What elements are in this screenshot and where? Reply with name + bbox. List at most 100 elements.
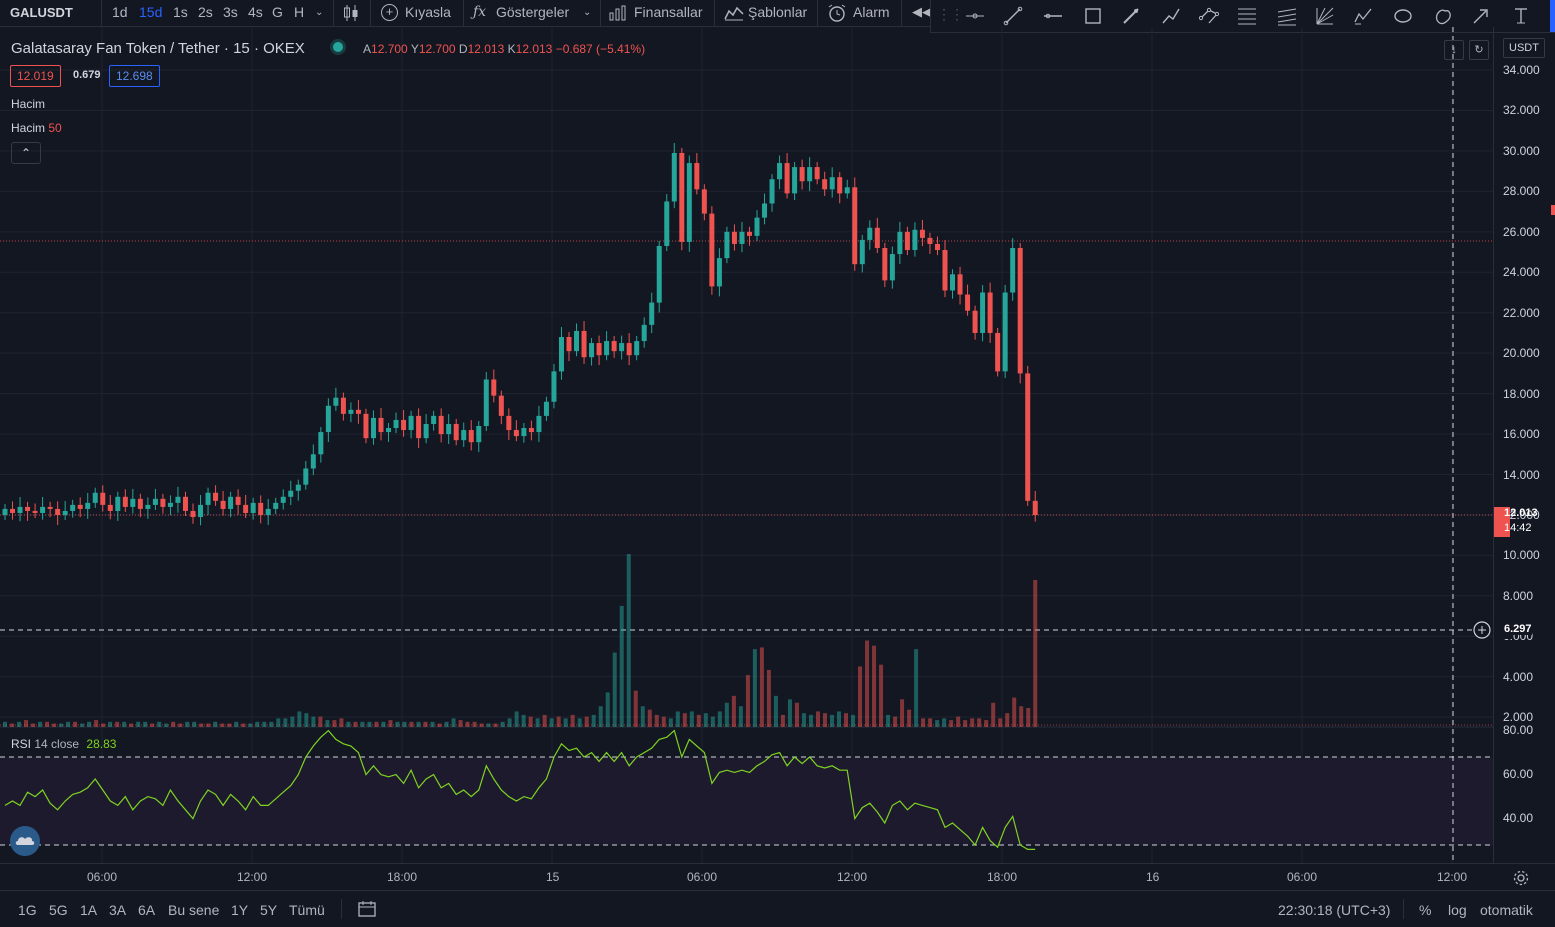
trend-line-icon[interactable] <box>1003 6 1023 26</box>
financials-button[interactable]: Finansallar <box>634 4 703 20</box>
volume-bar <box>500 721 505 727</box>
time-axis[interactable]: 06:00 12:00 18:00 15 06:00 12:00 18:00 16 06:00 1… <box>0 863 1555 890</box>
candle-body <box>543 401 549 416</box>
volume-bar <box>808 714 813 727</box>
volume-bar <box>143 721 148 727</box>
calendar-icon[interactable] <box>358 901 376 917</box>
close-label: K <box>507 42 516 56</box>
candle-body <box>701 189 707 214</box>
interval-2s[interactable]: 2s <box>198 4 213 20</box>
volume-bar <box>535 718 540 727</box>
rsi-legend[interactable]: RSI 14 close 28.83 <box>11 737 116 751</box>
candle-body <box>724 231 730 259</box>
symbol-search[interactable]: GALUSDT <box>10 5 73 20</box>
volume-bar <box>556 716 561 727</box>
interval-15d[interactable]: 15d <box>139 4 163 20</box>
price-axis-label: 2.000 <box>1503 710 1534 724</box>
volume-bar <box>815 711 820 727</box>
pattern-icon[interactable] <box>1199 6 1219 26</box>
candle-body <box>408 415 414 431</box>
high-label: Y <box>410 42 419 56</box>
polyline-icon[interactable] <box>1161 6 1181 26</box>
refresh-icon[interactable]: ↻ <box>1469 40 1489 60</box>
templates-icon[interactable] <box>724 5 744 21</box>
sell-price-button[interactable]: 12.019 <box>10 65 61 87</box>
volume-legend[interactable]: Hacim <box>11 97 46 111</box>
clock-timezone[interactable]: 22:30:18 (UTC+3) <box>1278 902 1391 918</box>
candle-body <box>904 231 910 251</box>
gann-fan-icon[interactable] <box>1315 6 1335 26</box>
gear-icon[interactable] <box>1512 869 1530 887</box>
plus-circle-icon[interactable]: + <box>381 4 398 21</box>
range-1y[interactable]: 1Y <box>231 902 249 918</box>
pencil-icon[interactable] <box>1353 6 1373 26</box>
shapes-icon[interactable] <box>1433 6 1453 26</box>
rsi-band-fill <box>0 757 1493 845</box>
price-scale[interactable]: USDT <box>1493 27 1555 863</box>
volume-bar <box>38 721 43 727</box>
text-tool-icon[interactable] <box>1511 6 1531 26</box>
range-6a[interactable]: 6A <box>138 902 156 918</box>
replay-icon[interactable]: ◀◀ <box>912 4 932 19</box>
range-5y[interactable]: 5Y <box>260 902 278 918</box>
horizontal-ray-icon[interactable] <box>965 6 985 26</box>
volume-bar <box>220 723 225 727</box>
ellipse-icon[interactable] <box>1393 6 1413 26</box>
right-panel-edge[interactable] <box>1550 0 1555 32</box>
compare-button[interactable]: Kıyasla <box>405 4 451 20</box>
range-1a[interactable]: 1A <box>80 902 98 918</box>
volume-bar <box>577 718 582 727</box>
brush-icon[interactable] <box>1121 6 1141 26</box>
arrow-down-icon[interactable]: ↓ <box>1444 40 1464 60</box>
buy-price-button[interactable]: 12.698 <box>109 65 160 87</box>
arrow-marker-icon[interactable] <box>1471 6 1491 26</box>
auto-scale-toggle[interactable]: otomatik <box>1480 902 1533 918</box>
volume-bar <box>886 714 891 727</box>
horizontal-line-icon[interactable] <box>1043 6 1063 26</box>
interval-g[interactable]: G <box>272 4 283 20</box>
candle-body <box>972 310 978 333</box>
volume-bar <box>122 721 127 727</box>
alarm-clock-icon[interactable] <box>827 3 847 23</box>
chevron-down-icon[interactable]: ⌄ <box>315 7 324 18</box>
candle-body <box>175 496 181 503</box>
indicators-button[interactable]: Göstergeler <box>496 4 570 20</box>
log-scale-toggle[interactable]: log <box>1448 902 1467 918</box>
candle-body <box>498 395 504 416</box>
tradingview-logo-icon[interactable] <box>10 826 40 856</box>
interval-1d[interactable]: 1d <box>112 4 128 20</box>
range-ytd[interactable]: Bu sene <box>168 902 220 918</box>
chevron-down-icon[interactable]: ⌄ <box>583 7 592 18</box>
collapse-legend-button[interactable]: ⌃ <box>11 142 41 164</box>
range-3a[interactable]: 3A <box>109 902 127 918</box>
candle-body <box>649 302 655 325</box>
interval-h[interactable]: H <box>294 4 305 20</box>
fx-icon[interactable]: ƒx <box>473 4 487 20</box>
range-1g[interactable]: 1G <box>18 902 37 918</box>
templates-button[interactable]: Şablonlar <box>748 4 808 20</box>
interval-3s[interactable]: 3s <box>223 4 238 20</box>
time-axis-label: 06:00 <box>687 870 718 884</box>
volume-ma-legend[interactable]: Hacim 50 <box>11 121 62 135</box>
bar-chart-icon[interactable] <box>609 5 627 21</box>
candle-body <box>814 167 820 180</box>
candle-body <box>874 227 880 248</box>
volume-bar <box>360 721 365 727</box>
currency-button[interactable]: USDT <box>1503 38 1545 58</box>
candle-style-icon[interactable] <box>342 4 360 22</box>
volume-bar <box>374 721 379 727</box>
interval-4s[interactable]: 4s <box>248 4 263 20</box>
rectangle-icon[interactable] <box>1083 6 1103 26</box>
percent-scale-toggle[interactable]: % <box>1419 902 1432 918</box>
crosshair-add-button[interactable] <box>1473 621 1491 639</box>
volume-bar <box>248 723 253 727</box>
drag-handle-icon[interactable]: ⋮⋮ <box>937 6 964 22</box>
range-all[interactable]: Tümü <box>289 902 325 918</box>
fib-channel-icon[interactable] <box>1277 6 1297 26</box>
candle-body <box>2 508 8 515</box>
chart-pane[interactable] <box>0 27 1493 863</box>
interval-1s[interactable]: 1s <box>173 4 188 20</box>
range-5g[interactable]: 5G <box>49 902 68 918</box>
alarm-button[interactable]: Alarm <box>853 4 890 20</box>
fib-retracement-icon[interactable] <box>1237 6 1257 26</box>
